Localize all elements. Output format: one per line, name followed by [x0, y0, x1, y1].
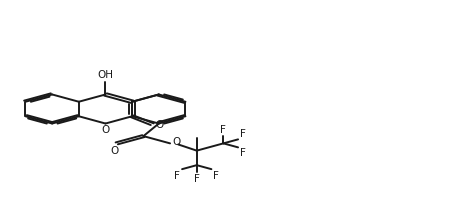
Text: F: F [240, 148, 246, 158]
Text: F: F [213, 171, 219, 181]
Text: O: O [156, 120, 164, 130]
Text: OH: OH [97, 70, 114, 80]
Text: O: O [172, 137, 181, 147]
Text: O: O [101, 125, 109, 135]
Text: F: F [194, 174, 200, 184]
Text: O: O [110, 145, 119, 155]
Text: F: F [240, 129, 246, 138]
Text: F: F [174, 171, 180, 181]
Text: F: F [220, 125, 226, 135]
